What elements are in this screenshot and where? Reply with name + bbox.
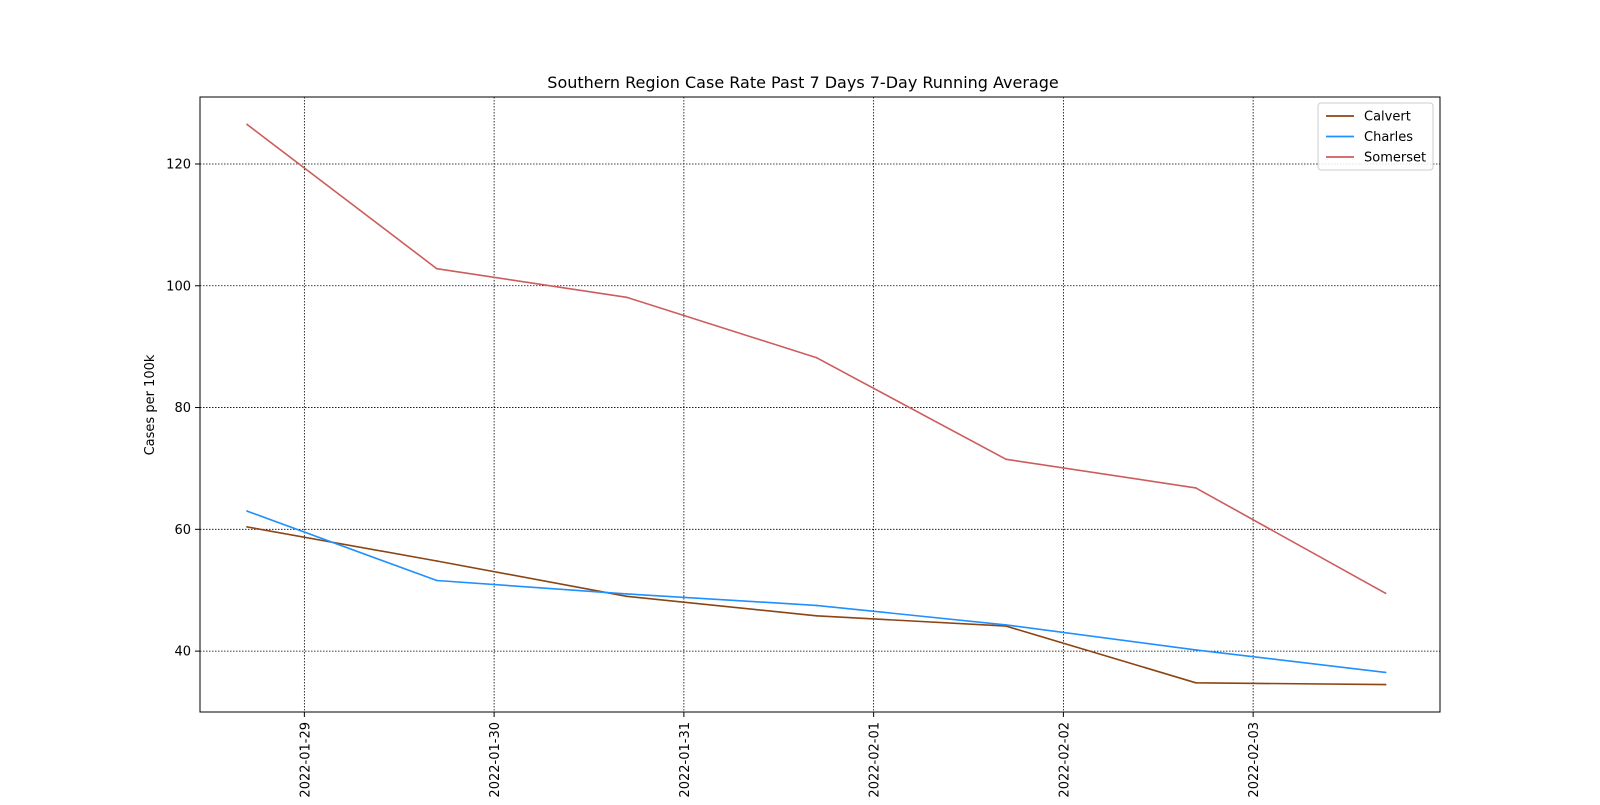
- data-point-charles: [246, 510, 248, 512]
- legend-label-charles: Charles: [1364, 130, 1413, 145]
- y-axis-ticks: 40 60 80 100 120: [166, 157, 200, 660]
- plot-area-frame: [199, 96, 1441, 713]
- legend-box: [1317, 102, 1434, 171]
- data-point-calvert: [246, 525, 248, 528]
- grid-lines: [200, 97, 1440, 712]
- series-line-somerset: [246, 123, 1386, 594]
- data-point-somerset: [1194, 487, 1197, 489]
- series-line-charles: [246, 510, 1386, 674]
- data-point-calvert: [1194, 681, 1197, 684]
- legend-label-somerset: Somerset: [1364, 151, 1426, 166]
- x-tick-label: 2022-01-30: [488, 722, 503, 798]
- data-point-charles: [815, 604, 818, 607]
- data-point-somerset: [815, 356, 818, 359]
- data-point-calvert: [625, 595, 628, 598]
- legend: Calvert Charles Somerset: [1317, 102, 1434, 171]
- x-tick-label: 2022-02-01: [868, 722, 883, 798]
- y-tick-label: 120: [166, 157, 191, 172]
- y-tick-label: 40: [174, 645, 191, 660]
- y-tick-label: 100: [166, 279, 191, 294]
- data-point-somerset: [435, 267, 438, 270]
- x-tick-label: 2022-02-02: [1057, 722, 1072, 798]
- y-tick-label: 60: [174, 523, 191, 538]
- data-point-somerset: [625, 296, 628, 299]
- data-point-charles: [1384, 671, 1387, 674]
- y-tick-label: 80: [174, 401, 191, 416]
- y-axis-label: Cases per 100k: [143, 354, 158, 455]
- x-tick-label: 2022-01-29: [298, 722, 313, 798]
- data-point-charles: [1005, 624, 1007, 626]
- data-point-charles: [435, 579, 438, 582]
- chart-title: Southern Region Case Rate Past 7 Days 7-…: [547, 73, 1058, 92]
- data-point-calvert: [815, 614, 818, 617]
- data-point-charles: [1194, 648, 1197, 651]
- x-tick-label: 2022-02-03: [1247, 722, 1262, 798]
- data-point-charles: [625, 592, 628, 595]
- series-lines: [246, 123, 1387, 686]
- data-point-somerset: [1005, 458, 1007, 461]
- data-point-calvert: [435, 560, 438, 562]
- legend-label-calvert: Calvert: [1364, 110, 1411, 125]
- x-tick-label: 2022-01-31: [678, 722, 693, 798]
- data-point-calvert: [1384, 683, 1387, 686]
- data-point-somerset: [246, 123, 248, 126]
- x-axis-ticks: 2022-01-29 2022-01-30 2022-01-31 2022-02-01…: [298, 712, 1262, 798]
- data-point-somerset: [1384, 592, 1387, 595]
